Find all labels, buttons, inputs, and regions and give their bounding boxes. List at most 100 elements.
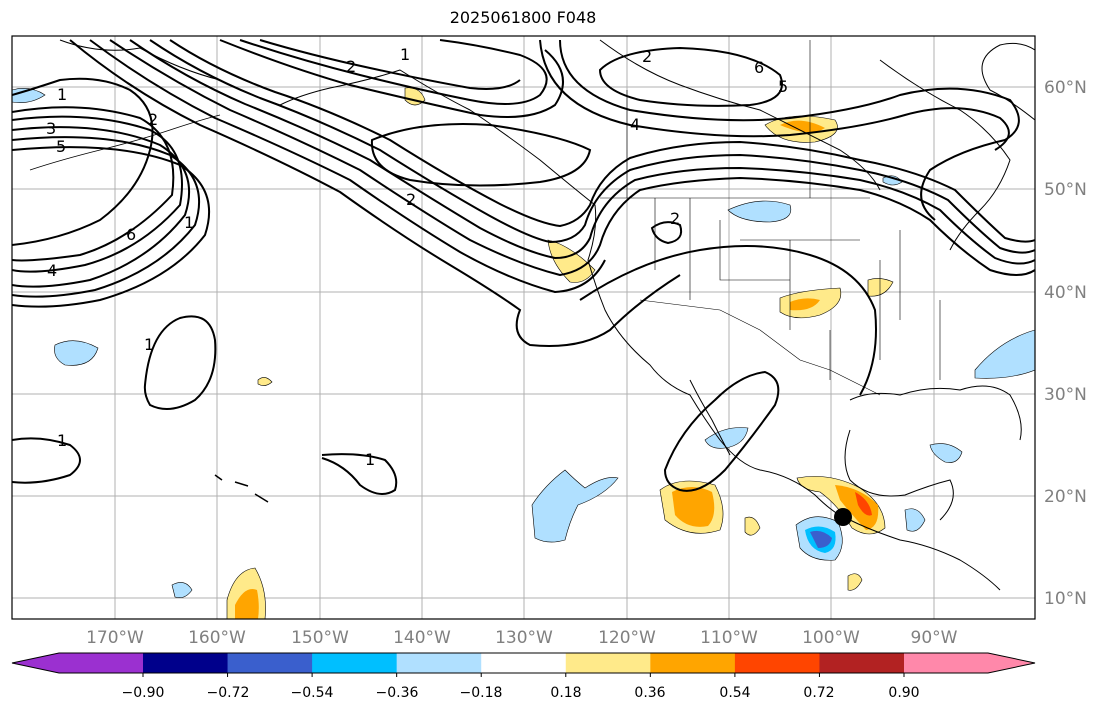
contour-label: 1 (57, 431, 67, 450)
colorbar-tick-label: −0.36 (376, 685, 419, 701)
contour-label: 6 (126, 225, 136, 244)
colorbar-tick-label: 0.18 (550, 685, 581, 701)
lat-label: 60°N (1044, 78, 1087, 98)
colorbar-segment (565, 653, 651, 673)
contour-label: 1 (144, 335, 154, 354)
contour-line (109, 39, 1035, 277)
negative-area (54, 340, 99, 366)
contour-line (370, 123, 592, 187)
contour-label: 6 (754, 58, 764, 77)
contour-line (89, 39, 606, 294)
contour-label: 1 (57, 85, 67, 104)
contour-line (219, 39, 564, 118)
positive-area (780, 120, 825, 133)
negative-area (171, 582, 193, 598)
contours (12, 39, 1035, 495)
contour-label: 5 (56, 137, 66, 156)
colorbar-segment (312, 653, 398, 673)
colorbar-labels: −0.90 −0.72 −0.54 −0.36 −0.18 0.18 0.36 … (122, 685, 920, 701)
contour-label: 2 (670, 209, 680, 228)
positive-area (257, 377, 273, 386)
colorbar-tick-label: −0.54 (291, 685, 334, 701)
positive-area (867, 278, 894, 297)
colorbar-tick-label: 0.36 (634, 685, 665, 701)
contour-line (239, 39, 548, 105)
negative-area (929, 443, 963, 463)
latitude-labels: 60°N 50°N 40°N 30°N 20°N 10°N (1044, 78, 1087, 609)
contour-line (598, 46, 783, 107)
contour-line (12, 136, 201, 298)
lat-label: 20°N (1044, 487, 1087, 507)
colorbar-tick-label: −0.90 (122, 685, 165, 701)
contour-line (579, 245, 877, 396)
lon-label: 120°W (598, 628, 656, 648)
contour-line (259, 39, 521, 90)
map-title: 2025061800 F048 (449, 8, 597, 27)
contour-line (321, 453, 398, 495)
contour-label: 1 (184, 213, 194, 232)
colorbar-segment (143, 653, 229, 673)
lat-label: 40°N (1044, 283, 1087, 303)
lon-label: 140°W (393, 628, 451, 648)
shaded-areas (12, 87, 1035, 619)
lon-label: 160°W (188, 628, 246, 648)
negative-area (531, 469, 619, 543)
colorbar-segment (59, 653, 143, 673)
lat-label: 50°N (1044, 180, 1087, 200)
colorbar-segment (396, 653, 482, 673)
colorbar-segment (650, 653, 736, 673)
contour-label: 5 (778, 77, 788, 96)
contour-line (12, 126, 191, 288)
lon-label: 150°W (291, 628, 349, 648)
location-marker (834, 508, 852, 526)
positive-area (744, 516, 761, 536)
colorbar-segment (481, 653, 567, 673)
negative-area (810, 530, 832, 548)
colorbar-segment (819, 653, 905, 673)
positive-area (547, 239, 596, 283)
contour-line (12, 437, 81, 484)
lon-label: 110°W (700, 628, 758, 648)
contour-line (129, 39, 1035, 265)
contour-label: 4 (47, 261, 57, 280)
contour-label: 1 (365, 450, 375, 469)
colorbar-tick-label: 0.90 (888, 685, 919, 701)
contour-line (663, 370, 780, 492)
contour-line (143, 315, 217, 410)
colorbar-outline (11, 652, 1036, 674)
positive-area (847, 573, 863, 591)
contour-line (12, 115, 183, 273)
lon-label: 130°W (495, 628, 553, 648)
colorbar (11, 652, 1036, 677)
lon-label: 100°W (802, 628, 860, 648)
lat-label: 30°N (1044, 385, 1087, 405)
contour-line (149, 39, 1035, 254)
contour-line (69, 39, 681, 347)
colorbar-segment (12, 653, 59, 673)
plot-frame (11, 35, 1036, 620)
colorbar-segment (227, 653, 313, 673)
lat-label: 10°N (1044, 589, 1087, 609)
lon-label: 90°W (911, 628, 958, 648)
negative-area (882, 175, 903, 186)
contour-line (12, 106, 175, 262)
lon-label: 170°W (86, 628, 144, 648)
positive-area (672, 487, 715, 527)
contour-line (169, 39, 1035, 243)
positive-area (235, 589, 259, 619)
colorbar-tick-label: −0.72 (207, 685, 250, 701)
contour-line (559, 39, 1020, 221)
colorbar-tick-label: −0.18 (460, 685, 503, 701)
contour-label: 2 (642, 47, 652, 66)
contour-line (12, 146, 211, 308)
contour-label: 4 (630, 115, 640, 134)
contour-line (650, 221, 683, 245)
contour-label: 2 (406, 190, 416, 209)
borders (600, 40, 941, 396)
positive-area (855, 492, 872, 516)
contour-label: 2 (148, 110, 158, 129)
negative-area (704, 427, 749, 449)
colorbar-segment (904, 653, 988, 673)
negative-area (727, 200, 792, 223)
